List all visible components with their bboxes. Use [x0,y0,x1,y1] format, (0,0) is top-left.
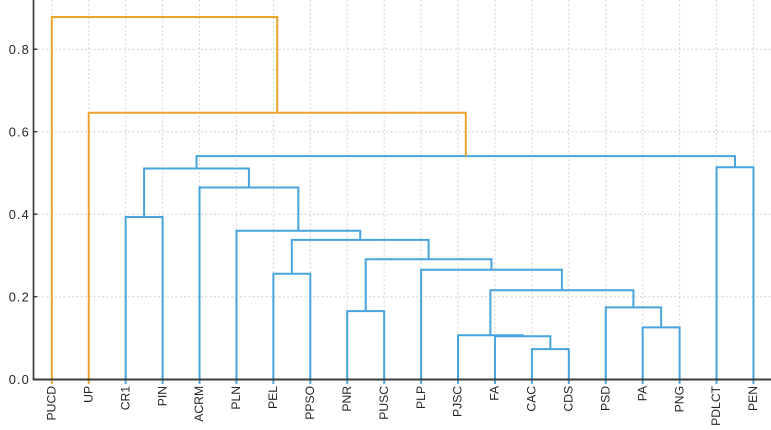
svg-text:0.0: 0.0 [9,372,30,387]
svg-text:0.2: 0.2 [9,290,30,305]
svg-text:UP: UP [81,386,95,403]
svg-text:0.8: 0.8 [9,42,30,57]
svg-text:PLP: PLP [414,386,428,409]
svg-text:PNG: PNG [672,386,686,412]
svg-text:PSD: PSD [598,386,612,411]
svg-text:PJSC: PJSC [451,386,465,417]
svg-text:PIN: PIN [155,386,169,406]
svg-text:PEL: PEL [266,386,280,409]
svg-text:CDS: CDS [562,386,576,412]
svg-text:ACRM: ACRM [192,386,206,422]
svg-text:PLN: PLN [229,386,243,410]
svg-text:PUSC: PUSC [377,386,391,420]
svg-text:0.6: 0.6 [9,125,30,140]
svg-text:FA: FA [488,385,502,401]
svg-text:PNR: PNR [340,386,354,412]
svg-text:PPSO: PPSO [303,386,317,420]
svg-text:CAC: CAC [525,386,539,412]
svg-text:0.4: 0.4 [9,207,30,222]
svg-text:CR1: CR1 [118,386,132,411]
svg-text:PUCD: PUCD [45,386,59,421]
svg-text:PEN: PEN [746,386,760,411]
svg-text:PA: PA [635,385,649,401]
svg-text:PDLCT: PDLCT [709,385,723,426]
